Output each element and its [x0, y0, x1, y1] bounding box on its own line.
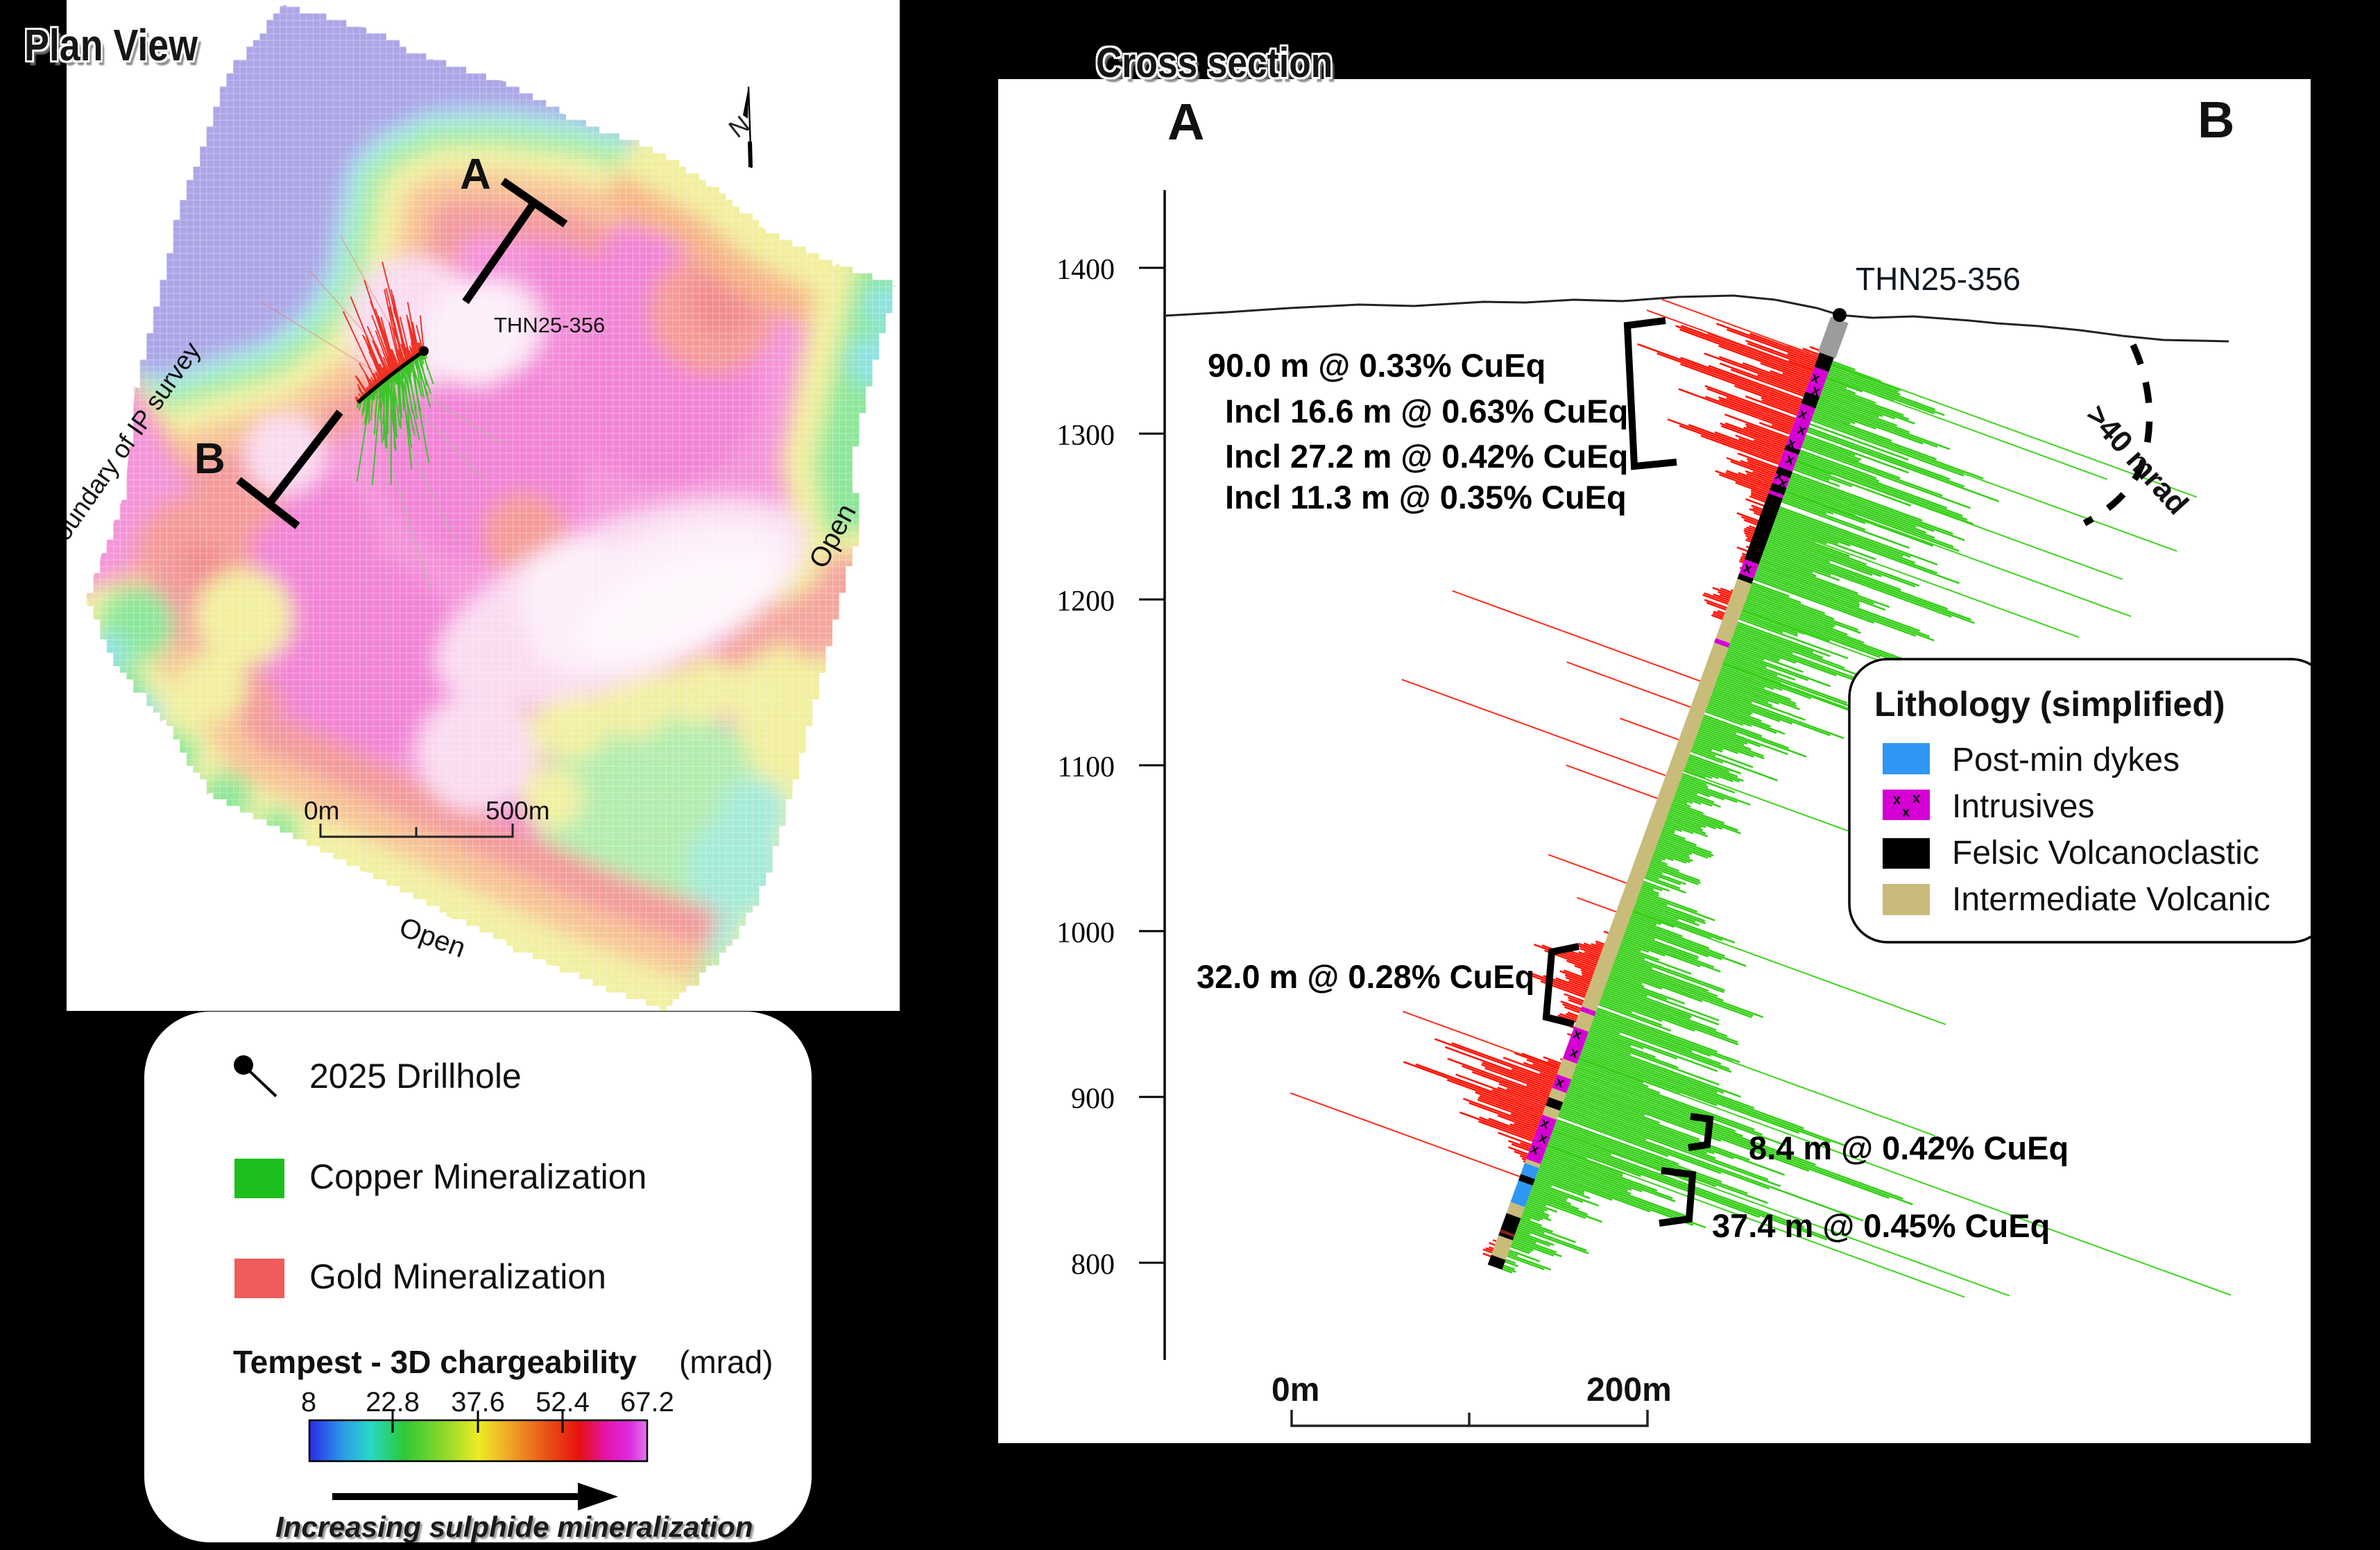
svg-text:37.4 m @ 0.45% CuEq: 37.4 m @ 0.45% CuEq [1712, 1207, 2050, 1244]
svg-text:1400: 1400 [1056, 254, 1115, 286]
svg-text:>40 mrad: >40 mrad [2080, 398, 2195, 521]
svg-text:Intermediate Volcanic: Intermediate Volcanic [1952, 881, 2270, 918]
svg-text:B: B [2198, 91, 2234, 148]
svg-text:x: x [1912, 791, 1920, 806]
svg-text:Incl 16.6 m @ 0.63% CuEq: Incl 16.6 m @ 0.63% CuEq [1225, 393, 1628, 429]
svg-text:8: 8 [301, 1387, 316, 1417]
svg-text:8.4 m @ 0.42% CuEq: 8.4 m @ 0.42% CuEq [1749, 1130, 2069, 1166]
svg-text:900: 900 [1071, 1083, 1115, 1115]
svg-text:200m: 200m [1586, 1372, 1672, 1408]
svg-text:Open: Open [395, 912, 470, 964]
svg-text:1300: 1300 [1056, 420, 1115, 452]
svg-text:90.0 m @ 0.33% CuEq: 90.0 m @ 0.33% CuEq [1208, 347, 1546, 384]
svg-text:1200: 1200 [1056, 586, 1115, 618]
svg-text:0m: 0m [1272, 1372, 1319, 1408]
svg-text:A: A [1167, 93, 1204, 151]
svg-text:B: B [194, 435, 225, 483]
svg-text:Tempest - 3D chargeability: Tempest - 3D chargeability [233, 1344, 637, 1380]
svg-text:Felsic Volcanoclastic: Felsic Volcanoclastic [1952, 835, 2259, 871]
svg-text:Gold Mineralization: Gold Mineralization [309, 1257, 606, 1296]
svg-text:500m: 500m [486, 797, 550, 825]
svg-text:x: x [1902, 805, 1910, 820]
svg-text:A: A [460, 151, 491, 198]
svg-text:32.0 m @ 0.28% CuEq: 32.0 m @ 0.28% CuEq [1197, 958, 1534, 995]
svg-text:800: 800 [1071, 1249, 1115, 1281]
svg-text:(mrad): (mrad) [679, 1344, 773, 1380]
svg-text:1000: 1000 [1056, 917, 1115, 949]
svg-text:Lithology (simplified): Lithology (simplified) [1874, 685, 2225, 724]
svg-text:x: x [1893, 792, 1901, 808]
svg-text:Post-min dykes: Post-min dykes [1952, 742, 2180, 778]
svg-text:0m: 0m [304, 797, 339, 825]
svg-text:1100: 1100 [1058, 751, 1115, 783]
svg-text:Copper Mineralization: Copper Mineralization [309, 1157, 647, 1196]
svg-text:Incl 27.2 m @ 0.42% CuEq: Incl 27.2 m @ 0.42% CuEq [1225, 438, 1628, 475]
svg-text:67.2: 67.2 [620, 1387, 674, 1417]
svg-text:Incl 11.3 m @ 0.35% CuEq: Incl 11.3 m @ 0.35% CuEq [1225, 479, 1627, 516]
svg-text:THN25-356: THN25-356 [494, 313, 605, 337]
svg-text:THN25-356: THN25-356 [1856, 261, 2021, 297]
svg-text:Intrusives: Intrusives [1952, 788, 2094, 825]
svg-text:Increasing sulphide mineraliza: Increasing sulphide mineralization [275, 1510, 753, 1542]
svg-text:2025 Drillhole: 2025 Drillhole [309, 1057, 522, 1096]
